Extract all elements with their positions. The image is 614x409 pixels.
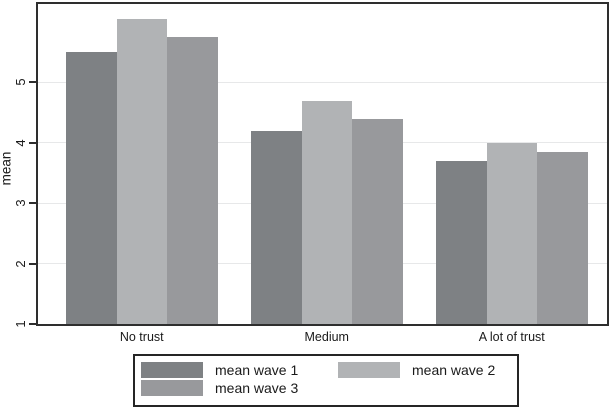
legend-swatch-mean-wave-1 <box>141 362 203 378</box>
y-axis-label: mean <box>0 151 14 185</box>
y-tick-label-4: 4 <box>13 139 28 147</box>
y-tick-label-1: 1 <box>13 320 28 328</box>
legend-swatch-mean-wave-2 <box>338 362 400 378</box>
legend: mean wave 1 mean wave 2 mean wave 3 <box>133 354 519 407</box>
y-tick-mark-2 <box>29 262 36 265</box>
y-tick-mark-4 <box>29 141 36 144</box>
legend-label-mean-wave-3: mean wave 3 <box>215 380 299 396</box>
y-tick-label-5: 5 <box>13 78 28 87</box>
plot-area <box>36 2 609 326</box>
x-category-label-no-trust: No trust <box>119 330 164 344</box>
y-tick-mark-5 <box>29 81 36 84</box>
x-category-label-a-lot-of-trust: A lot of trust <box>478 330 545 344</box>
bar-medium-mean-wave-3 <box>352 118 403 324</box>
bar-no-trust-mean-wave-3 <box>167 37 218 324</box>
legend-label-mean-wave-1: mean wave 1 <box>215 362 299 378</box>
bar-a-lot-of-trust-mean-wave-3 <box>537 151 588 324</box>
y-axis-label-wrap: mean <box>0 0 15 336</box>
legend-item-mean-wave-2: mean wave 2 <box>338 362 517 378</box>
bar-no-trust-mean-wave-2 <box>116 19 167 324</box>
bar-a-lot-of-trust-mean-wave-2 <box>486 142 537 324</box>
bar-medium-mean-wave-2 <box>301 100 352 324</box>
bar-no-trust-mean-wave-1 <box>66 52 117 324</box>
y-tick-label-2: 2 <box>13 260 28 268</box>
bar-a-lot-of-trust-mean-wave-1 <box>436 160 487 324</box>
gridline-5 <box>38 81 607 83</box>
legend-item-mean-wave-1: mean wave 1 <box>141 362 338 378</box>
legend-item-mean-wave-3: mean wave 3 <box>141 380 338 396</box>
legend-swatch-mean-wave-3 <box>141 380 203 396</box>
bar-medium-mean-wave-1 <box>251 130 302 324</box>
y-tick-mark-3 <box>29 202 36 205</box>
y-tick-label-3: 3 <box>13 199 28 207</box>
x-category-label-medium: Medium <box>304 330 349 344</box>
legend-label-mean-wave-2: mean wave 2 <box>412 362 496 378</box>
y-tick-mark-1 <box>29 323 36 325</box>
